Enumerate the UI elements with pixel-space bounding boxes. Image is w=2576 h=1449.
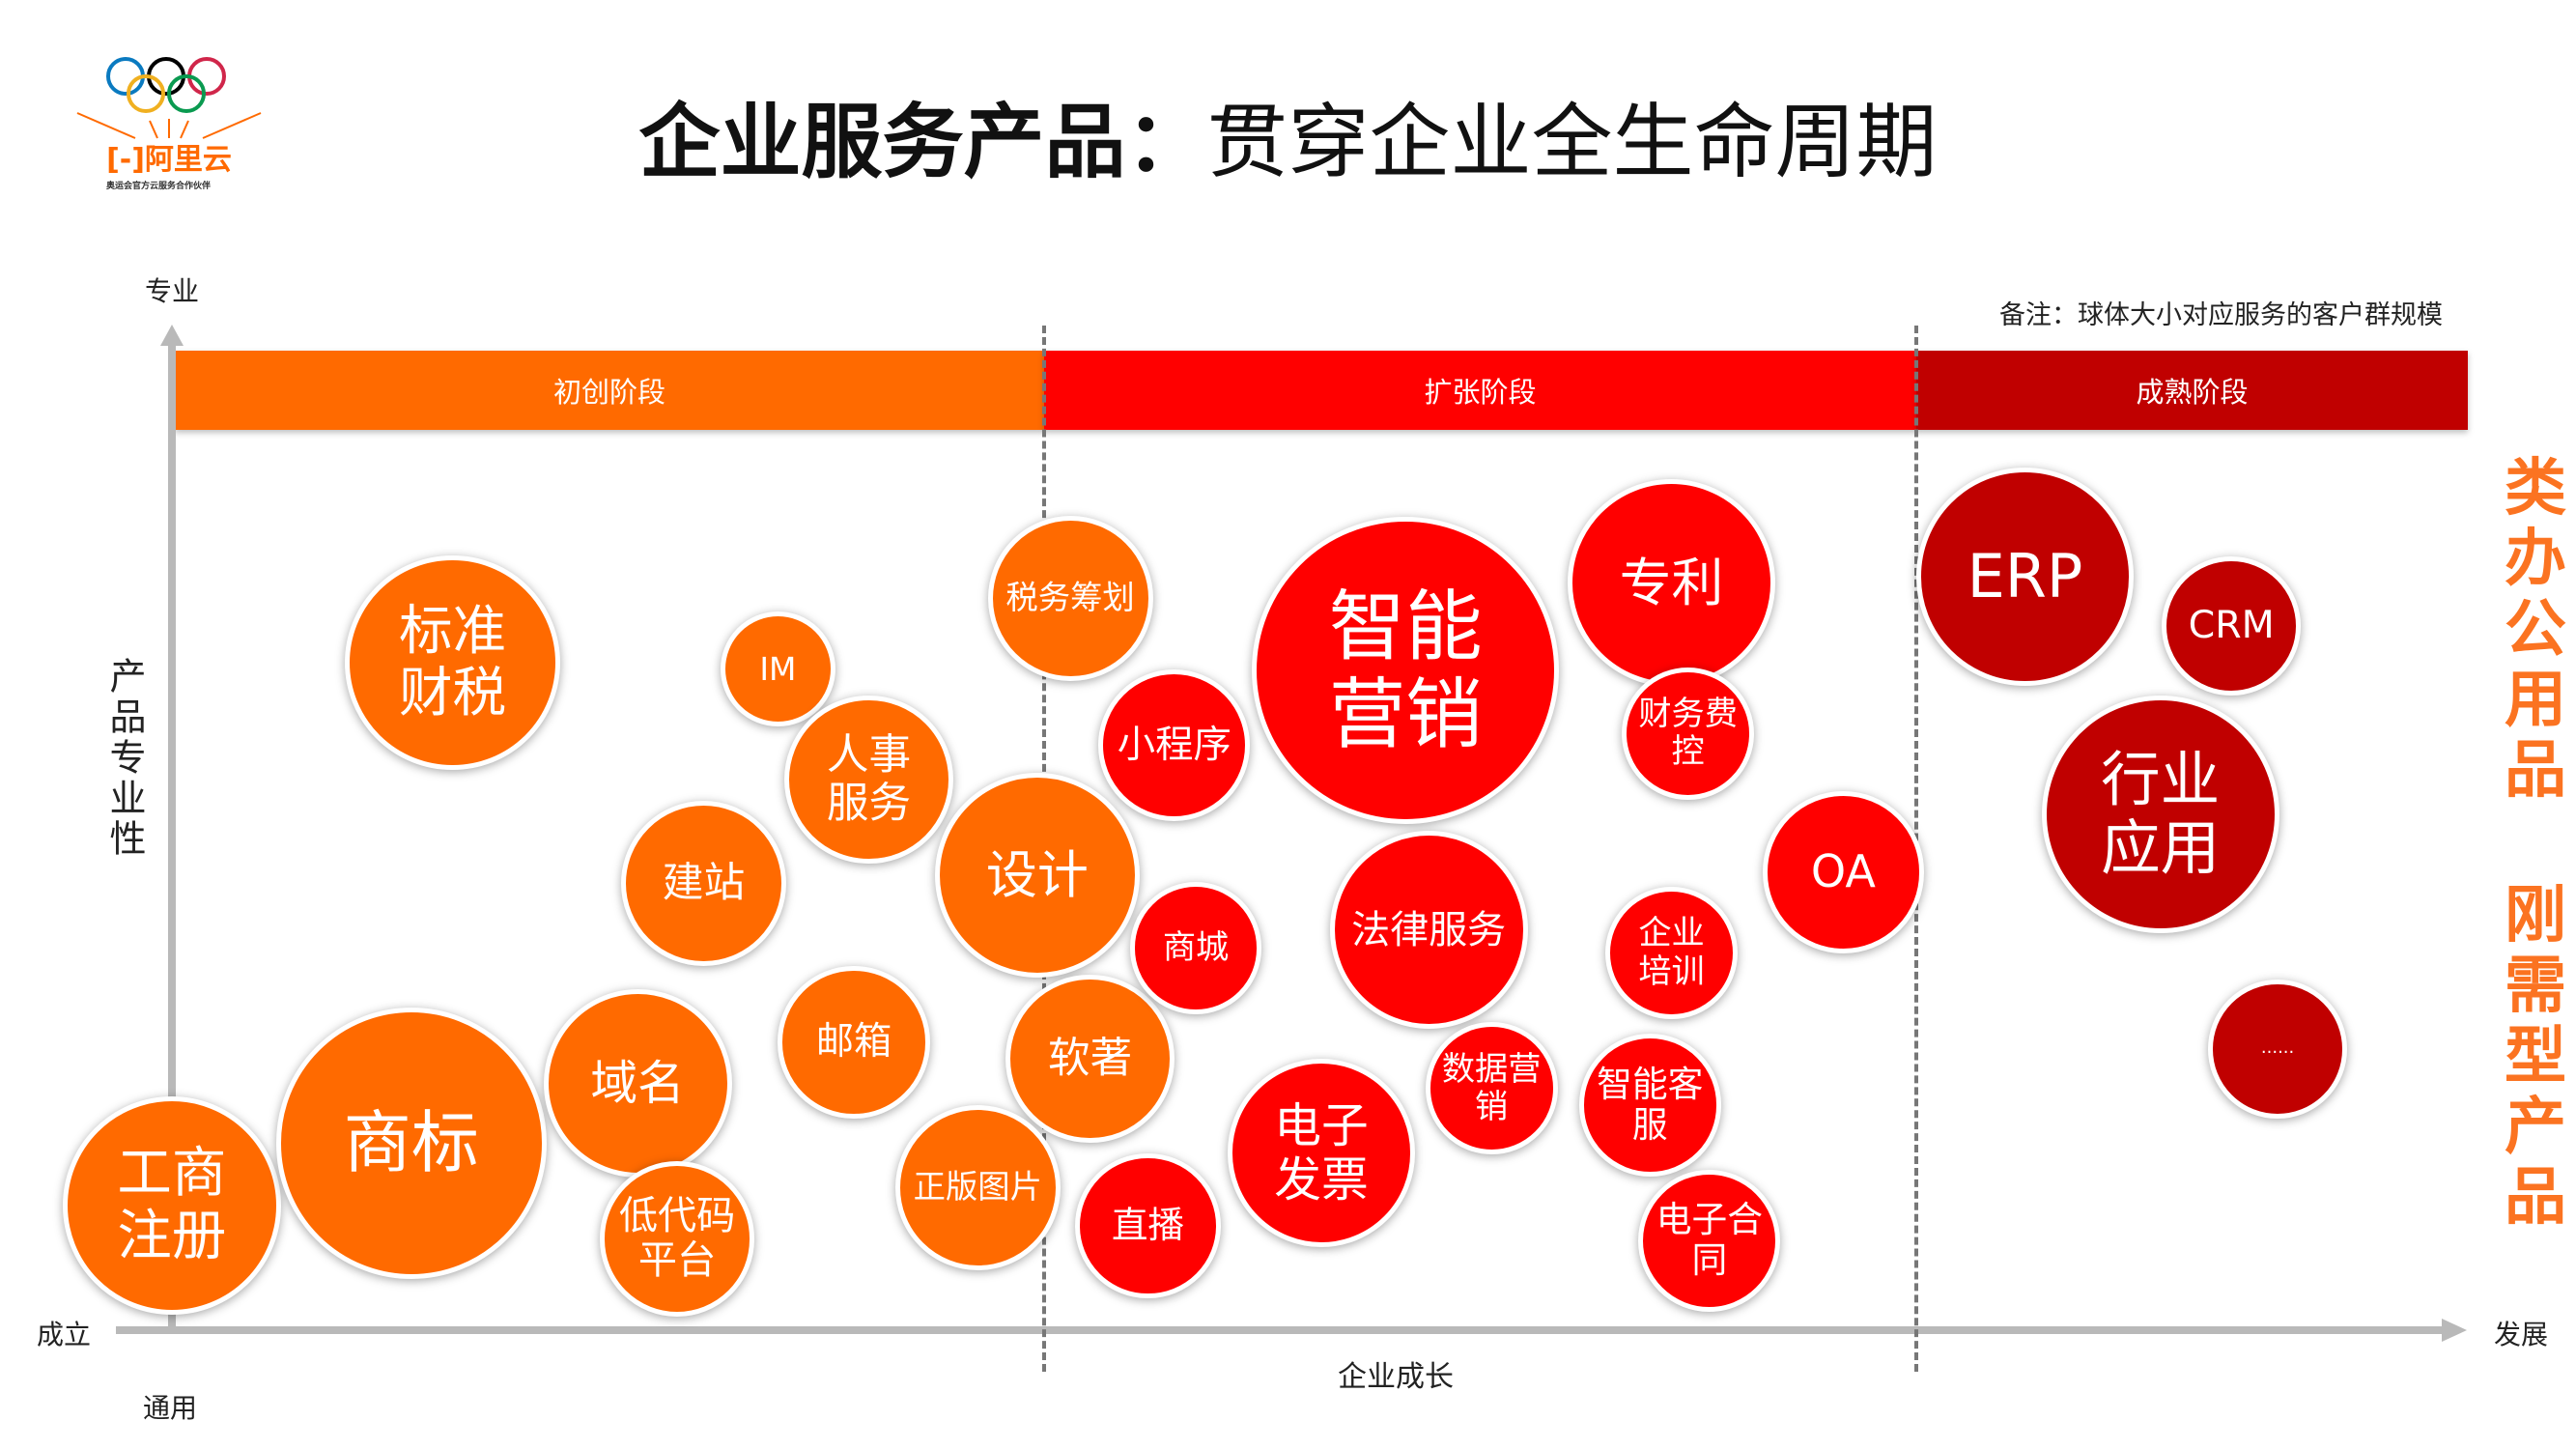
bubble-label: 行业 应用 — [2101, 745, 2221, 884]
stage-label: 扩张阶段 — [1424, 376, 1537, 409]
bubble-label: 工商 注册 — [117, 1142, 227, 1268]
bubble: 标准 财税 — [345, 554, 560, 770]
bubble-label: IM — [759, 649, 797, 688]
x-axis — [116, 1326, 2444, 1334]
bubble: 智能 营销 — [1252, 517, 1560, 825]
bubble-label: 正版图片 — [913, 1168, 1042, 1207]
bubble-label: 建站 — [662, 859, 746, 908]
bubble: 直播 — [1075, 1152, 1221, 1299]
bubble: 设计 — [934, 773, 1140, 979]
bubble: 电子 发票 — [1227, 1059, 1416, 1248]
bubble: 企业 培训 — [1605, 887, 1738, 1020]
bubble: 正版图片 — [894, 1104, 1061, 1270]
title-normal: 贯穿企业全生命周期 — [1206, 95, 1938, 189]
bubble: 建站 — [620, 801, 786, 967]
bubble: 法律服务 — [1329, 831, 1528, 1030]
bubble-label: 电子合 同 — [1656, 1198, 1763, 1282]
bubble: 智能客 服 — [1578, 1034, 1721, 1177]
title-bold: 企业服务产品： — [638, 95, 1207, 189]
bubble-label: 域名 — [590, 1056, 685, 1111]
bubble-label: 小程序 — [1117, 722, 1231, 767]
svg-text:[-]阿里云: [-]阿里云 — [106, 143, 232, 177]
bubble-label: 法律服务 — [1351, 907, 1507, 952]
stage-mature: 成熟阶段 — [1916, 351, 2468, 430]
bubble: 商城 — [1129, 882, 1262, 1014]
bubble-label: 电子 发票 — [1274, 1098, 1369, 1208]
bubble-label: 邮箱 — [815, 1019, 892, 1065]
stage-expansion: 扩张阶段 — [1044, 351, 1916, 430]
y-axis-bottom-label: 通用 — [143, 1392, 198, 1424]
bubble-label: 设计 — [985, 844, 1089, 905]
bubble: 财务费 控 — [1622, 667, 1755, 800]
x-axis-arrow-icon — [2442, 1319, 2467, 1342]
bubble: 小程序 — [1098, 668, 1251, 821]
bubble-label: 企业 培训 — [1638, 914, 1705, 991]
bubble: 税务筹划 — [987, 515, 1153, 681]
x-axis-right-label: 发展 — [2494, 1319, 2549, 1350]
bubble-label: 标准 财税 — [398, 599, 507, 724]
bubble: ERP — [1915, 467, 2135, 686]
bubble-label: 软著 — [1047, 1035, 1133, 1084]
bubble-label: 低代码 平台 — [618, 1194, 736, 1284]
bubble-label: CRM — [2188, 603, 2275, 648]
bubble: 人事 服务 — [784, 695, 953, 865]
bubble: IM — [720, 611, 836, 727]
bubble-label: 财务费 控 — [1638, 694, 1738, 772]
bubble: 数据营 销 — [1425, 1022, 1558, 1155]
bubble-label: 税务筹划 — [1005, 578, 1135, 616]
bubble-label: 专利 — [1619, 552, 1724, 613]
bubble: CRM — [2162, 556, 2301, 696]
bubble-label: ...... — [2260, 1037, 2295, 1059]
bubble: 工商 注册 — [62, 1096, 281, 1316]
bubble: 域名 — [543, 989, 732, 1179]
y-axis-top-label: 专业 — [145, 275, 200, 307]
bubble-label: 智能 营销 — [1328, 581, 1483, 760]
x-axis-title: 企业成长 — [1338, 1360, 1454, 1394]
bubble: 低代码 平台 — [599, 1161, 755, 1317]
note: 备注：球体大小对应服务的客户群规模 — [1999, 300, 2443, 330]
bubble-label: 智能客 服 — [1597, 1063, 1704, 1146]
bubble: 专利 — [1567, 478, 1776, 688]
bubble: 电子合 同 — [1638, 1169, 1781, 1312]
bubble: ...... — [2208, 980, 2347, 1119]
bubble-label: 商标 — [343, 1103, 479, 1182]
stage-label: 初创阶段 — [552, 376, 665, 409]
x-axis-left-label: 成立 — [37, 1319, 92, 1350]
stage-label: 成熟阶段 — [2136, 376, 2249, 409]
aliyun-olympic-logo: [-]阿里云 奥运会官方云服务合作伙伴 — [72, 53, 266, 198]
side-label-office: 类 办 公 用 品 — [2505, 453, 2566, 807]
bubble-label: OA — [1810, 845, 1876, 898]
y-axis-title: 产品专业性 — [103, 657, 146, 860]
side-label-essential: 刚 需 型 产 品 — [2505, 880, 2566, 1234]
bubble-label: 直播 — [1111, 1204, 1185, 1247]
bubble-label: 数据营 销 — [1441, 1049, 1542, 1126]
bubble: 商标 — [275, 1008, 547, 1279]
bubble-label: 商城 — [1162, 927, 1230, 967]
olympic-rings-icon: [-]阿里云 — [76, 57, 262, 177]
bubble: 软著 — [1005, 974, 1175, 1144]
stage-startup: 初创阶段 — [175, 351, 1044, 430]
page-title: 企业服务产品：贯穿企业全生命周期 — [0, 77, 2576, 194]
logo-tagline: 奥运会官方云服务合作伙伴 — [106, 182, 212, 191]
bubble: OA — [1762, 791, 1925, 953]
y-axis — [168, 343, 176, 1333]
y-axis-arrow-icon — [160, 325, 184, 346]
bubble-label: ERP — [1967, 541, 2083, 612]
bubble-label: 人事 服务 — [826, 730, 912, 829]
bubble: 邮箱 — [778, 966, 930, 1119]
bubble: 行业 应用 — [2041, 695, 2279, 934]
